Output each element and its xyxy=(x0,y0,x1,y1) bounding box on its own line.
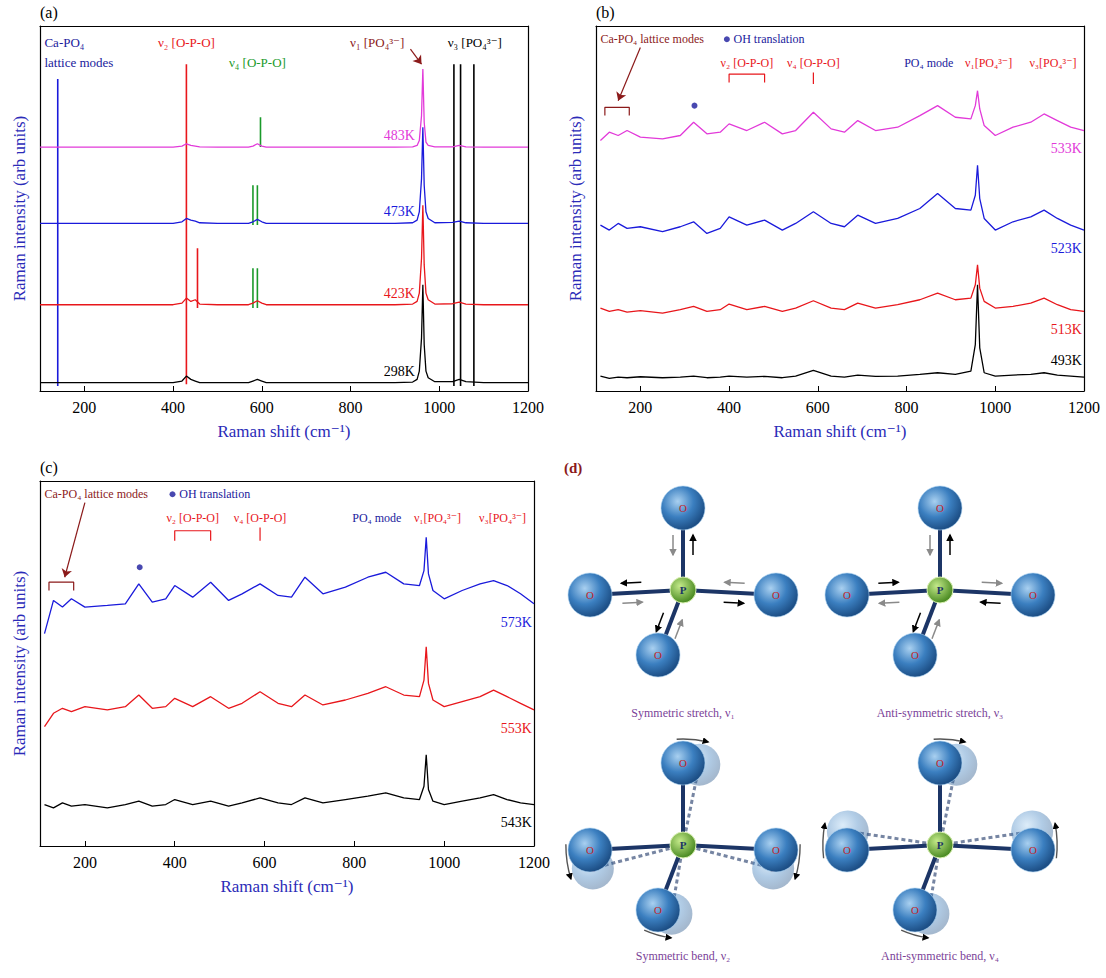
svg-text:600: 600 xyxy=(250,399,274,416)
svg-text:543K: 543K xyxy=(501,815,532,830)
svg-text:ν₄ [O-P-O]: ν₄ [O-P-O] xyxy=(229,55,286,70)
svg-text:400: 400 xyxy=(163,854,187,871)
svg-text:Raman shift (cm⁻¹): Raman shift (cm⁻¹) xyxy=(217,422,350,441)
svg-text:Anti-symmetric bend, ν₄: Anti-symmetric bend, ν₄ xyxy=(881,949,999,963)
svg-text:523K: 523K xyxy=(1051,241,1082,256)
svg-text:800: 800 xyxy=(339,399,363,416)
svg-text:573K: 573K xyxy=(501,615,532,630)
svg-text:(c): (c) xyxy=(40,459,58,477)
svg-text:600: 600 xyxy=(806,399,830,416)
svg-text:298K: 298K xyxy=(384,364,415,379)
svg-text:ν₂ [O-P-O]: ν₂ [O-P-O] xyxy=(158,35,215,50)
svg-text:O: O xyxy=(679,757,687,769)
svg-text:O: O xyxy=(586,844,594,856)
svg-text:533K: 533K xyxy=(1051,141,1082,156)
svg-text:423K: 423K xyxy=(384,286,415,301)
svg-text:ν₄ [O-P-O]: ν₄ [O-P-O] xyxy=(787,56,840,70)
svg-text:473K: 473K xyxy=(384,204,415,219)
svg-text:(d): (d) xyxy=(564,460,582,477)
svg-text:493K: 493K xyxy=(1051,353,1082,368)
svg-text:1200: 1200 xyxy=(1068,399,1100,416)
svg-text:O: O xyxy=(586,589,594,601)
svg-text:PO₄ mode: PO₄ mode xyxy=(352,511,401,525)
svg-text:(b): (b) xyxy=(596,4,615,22)
svg-text:483K: 483K xyxy=(384,128,415,143)
svg-text:ν₂ [O-P-O]: ν₂ [O-P-O] xyxy=(166,511,219,525)
svg-text:1200: 1200 xyxy=(512,399,544,416)
svg-text:Raman shift (cm⁻¹): Raman shift (cm⁻¹) xyxy=(220,877,353,896)
svg-text:ν₁[PO₄³⁻]: ν₁[PO₄³⁻] xyxy=(965,56,1012,70)
svg-text:OH translation: OH translation xyxy=(734,32,805,46)
svg-text:Anti-symmetric stretch, ν₃: Anti-symmetric stretch, ν₃ xyxy=(877,706,1004,720)
svg-text:(a): (a) xyxy=(40,4,58,22)
svg-text:lattice modes: lattice modes xyxy=(44,55,113,70)
svg-text:Raman intensity (arb units): Raman intensity (arb units) xyxy=(566,116,585,302)
svg-text:1000: 1000 xyxy=(423,399,455,416)
svg-text:P: P xyxy=(937,839,944,851)
svg-text:1000: 1000 xyxy=(428,854,460,871)
svg-text:O: O xyxy=(843,589,851,601)
svg-text:P: P xyxy=(937,584,944,596)
svg-text:200: 200 xyxy=(73,854,97,871)
svg-text:800: 800 xyxy=(895,399,919,416)
svg-text:O: O xyxy=(772,844,780,856)
svg-text:800: 800 xyxy=(342,854,366,871)
svg-text:O: O xyxy=(772,589,780,601)
svg-text:O: O xyxy=(679,502,687,514)
svg-text:ν₃ [PO₄³⁻]: ν₃ [PO₄³⁻] xyxy=(448,35,502,50)
svg-text:O: O xyxy=(1029,589,1037,601)
svg-text:400: 400 xyxy=(717,399,741,416)
svg-text:ν₁[PO₄³⁻]: ν₁[PO₄³⁻] xyxy=(414,511,461,525)
svg-text:P: P xyxy=(680,584,687,596)
svg-text:Ca-PO₄: Ca-PO₄ xyxy=(44,35,84,50)
svg-text:OH translation: OH translation xyxy=(179,487,250,501)
svg-text:Raman intensity (arb units): Raman intensity (arb units) xyxy=(10,571,29,757)
svg-text:513K: 513K xyxy=(1051,322,1082,337)
svg-text:O: O xyxy=(936,502,944,514)
svg-text:O: O xyxy=(911,649,919,661)
svg-text:200: 200 xyxy=(628,399,652,416)
svg-text:Symmetric bend, ν₂: Symmetric bend, ν₂ xyxy=(636,949,731,963)
svg-text:1000: 1000 xyxy=(979,399,1011,416)
svg-text:600: 600 xyxy=(253,854,277,871)
svg-text:Ca-PO₄ lattice modes: Ca-PO₄ lattice modes xyxy=(600,32,704,46)
svg-text:553K: 553K xyxy=(501,721,532,736)
svg-text:Raman intensity (arb units): Raman intensity (arb units) xyxy=(10,116,29,302)
svg-text:ν₃[PO₄³⁻]: ν₃[PO₄³⁻] xyxy=(479,511,526,525)
svg-text:200: 200 xyxy=(72,399,96,416)
svg-text:PO₄ mode: PO₄ mode xyxy=(904,56,953,70)
svg-text:O: O xyxy=(843,844,851,856)
svg-text:Ca-PO₄ lattice modes: Ca-PO₄ lattice modes xyxy=(44,487,148,501)
svg-text:ν₁ [PO₄³⁻]: ν₁ [PO₄³⁻] xyxy=(350,35,404,50)
svg-text:P: P xyxy=(680,839,687,851)
svg-text:ν₄ [O-P-O]: ν₄ [O-P-O] xyxy=(234,511,287,525)
svg-text:1200: 1200 xyxy=(518,854,550,871)
svg-text:O: O xyxy=(654,649,662,661)
svg-text:ν₂ [O-P-O]: ν₂ [O-P-O] xyxy=(721,56,774,70)
svg-text:O: O xyxy=(936,757,944,769)
svg-text:ν₃[PO₄³⁻]: ν₃[PO₄³⁻] xyxy=(1029,56,1076,70)
svg-text:O: O xyxy=(1029,844,1037,856)
svg-text:Raman shift (cm⁻¹): Raman shift (cm⁻¹) xyxy=(773,422,906,441)
svg-text:400: 400 xyxy=(161,399,185,416)
svg-text:Symmetric stretch, ν₁: Symmetric stretch, ν₁ xyxy=(631,706,734,720)
svg-text:O: O xyxy=(654,904,662,916)
svg-text:O: O xyxy=(911,904,919,916)
